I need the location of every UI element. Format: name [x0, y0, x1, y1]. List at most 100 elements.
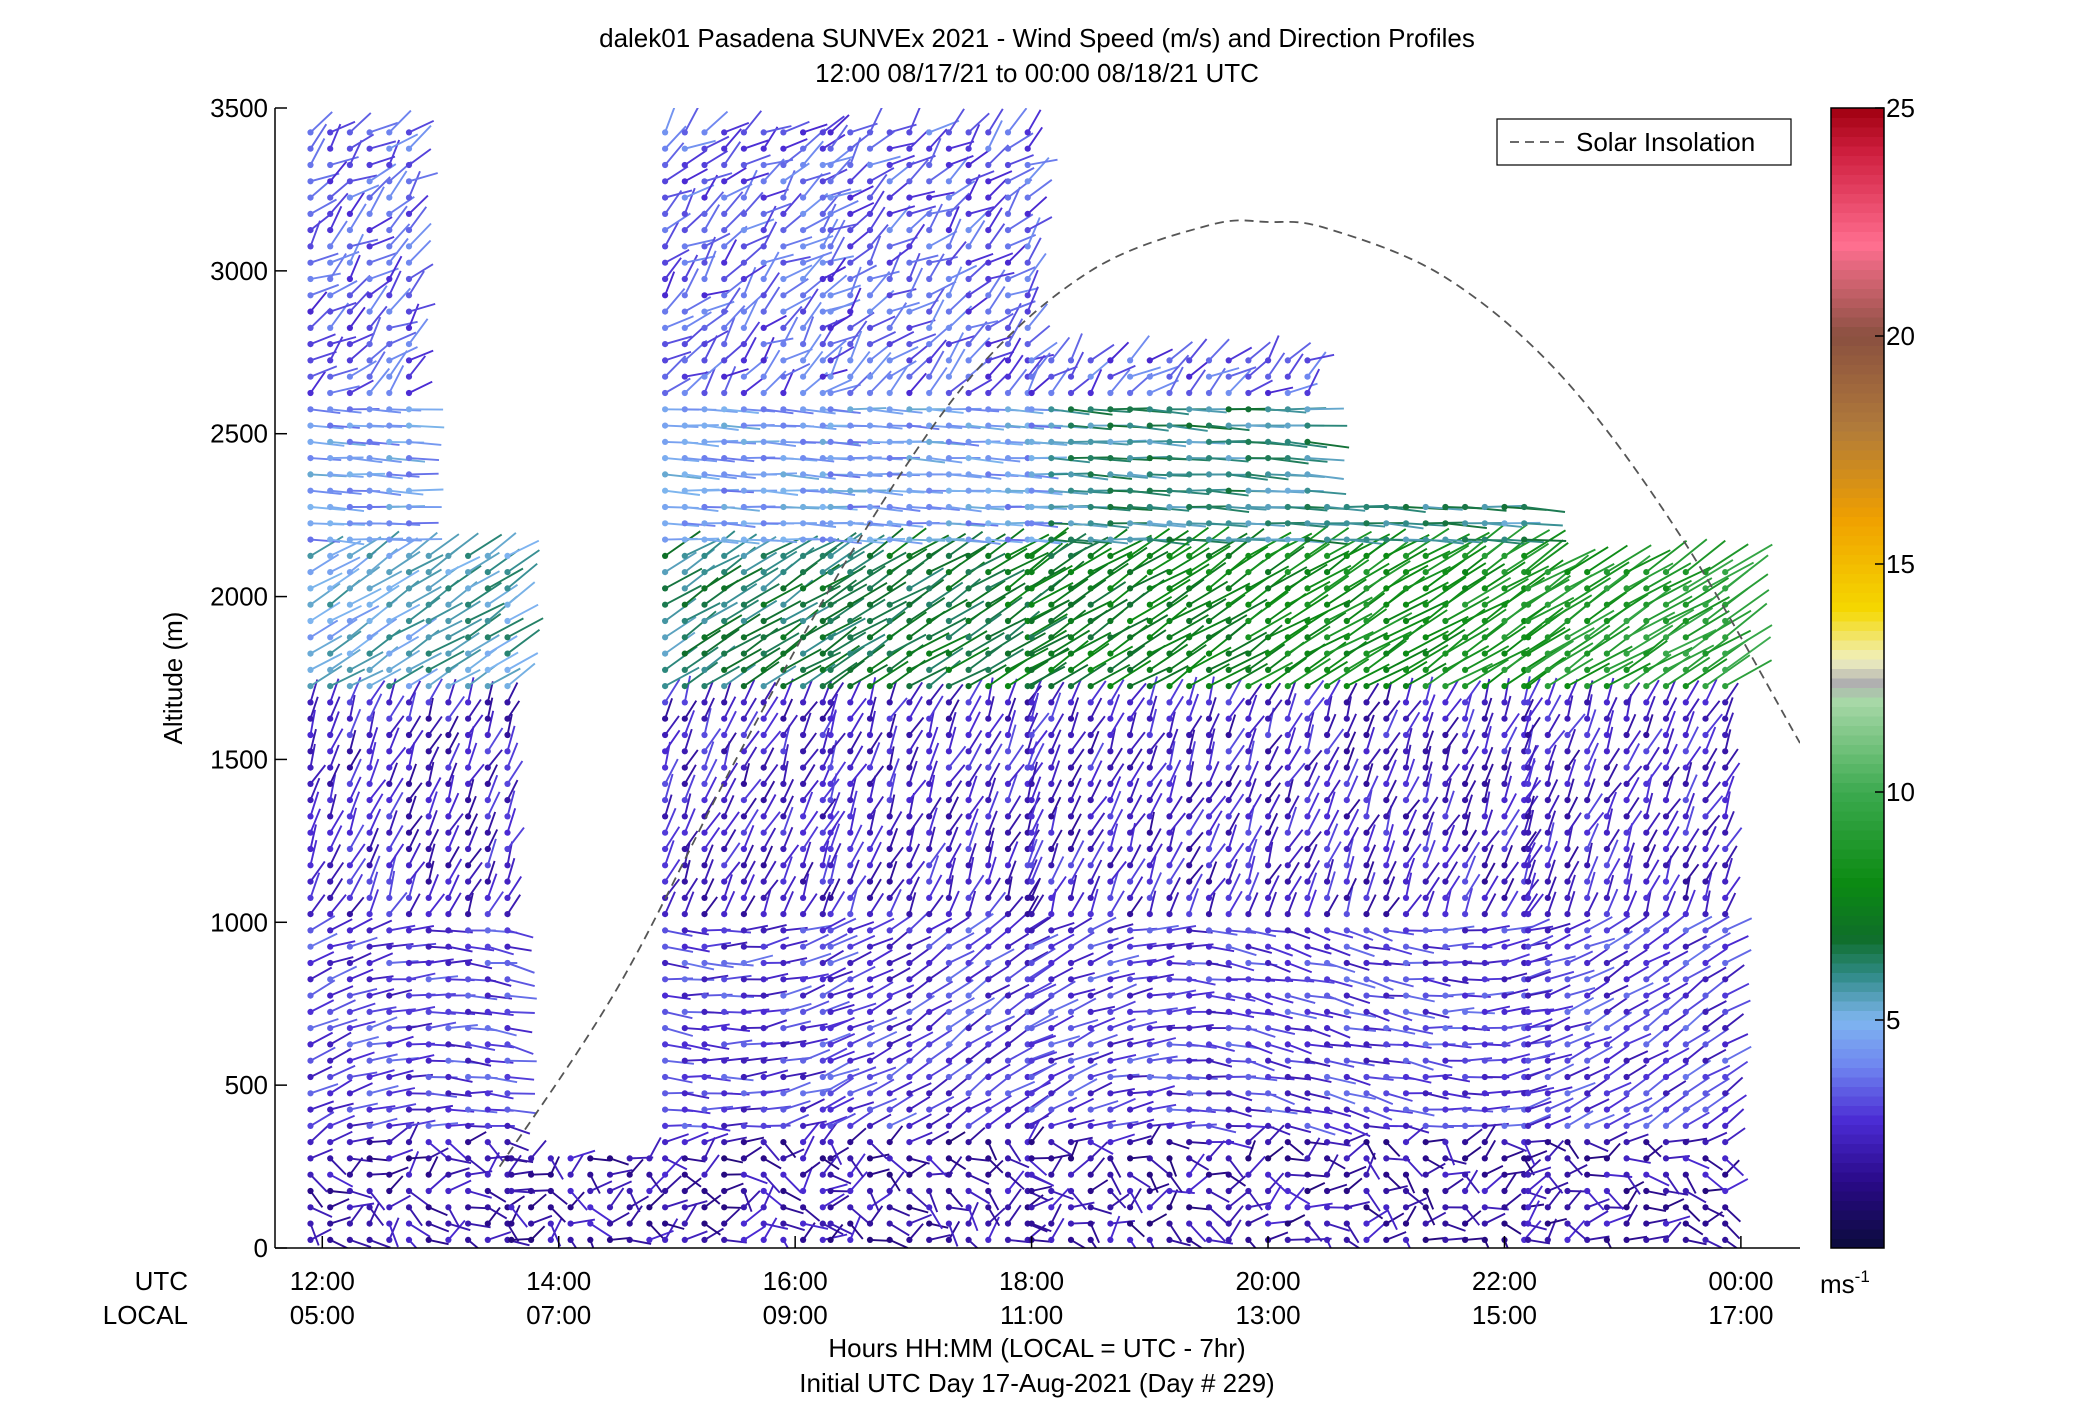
wind-barb-shaft	[467, 698, 482, 720]
wind-barb-point	[445, 927, 452, 934]
wind-barb-shaft	[968, 1109, 993, 1127]
wind-barb-point	[1166, 748, 1173, 755]
wind-barb-point	[819, 1139, 826, 1146]
wind-barb-point	[926, 1171, 933, 1178]
wind-barb-shaft	[763, 538, 798, 544]
wind-barb-shaft	[428, 1222, 450, 1233]
wind-barb-point	[1146, 731, 1153, 739]
wind-barb-shaft	[1050, 796, 1062, 817]
wind-barb-point	[366, 731, 373, 739]
wind-barb-point	[681, 341, 688, 348]
wind-barb-shaft	[665, 1091, 694, 1095]
wind-barb-point	[827, 829, 834, 836]
chart-subtitle: 12:00 08/17/21 to 00:00 08/18/21 UTC	[815, 58, 1259, 88]
wind-barb-point	[1028, 1122, 1035, 1129]
wind-barb-point	[1067, 780, 1075, 788]
wind-barb-shaft	[349, 1136, 374, 1144]
wind-barb-point	[1028, 683, 1035, 690]
wind-barb-point	[866, 617, 874, 625]
wind-barb-shaft	[570, 1149, 596, 1160]
wind-barb-point	[965, 1106, 972, 1113]
wind-barb-point	[866, 650, 874, 657]
wind-barb-point	[386, 1025, 393, 1032]
wind-barb-point	[800, 178, 807, 185]
wind-barb-shaft	[368, 693, 383, 720]
wind-barb-shaft	[648, 1174, 663, 1194]
wind-barb-point	[701, 161, 708, 169]
wind-barb-shaft	[448, 1157, 472, 1165]
wind-barb-shaft	[388, 346, 418, 362]
wind-barb-point	[1107, 829, 1114, 836]
wind-barb-point	[965, 927, 972, 934]
wind-barb-point	[386, 764, 393, 771]
wind-barb-point	[1166, 797, 1173, 804]
wind-barb-point	[760, 1057, 767, 1064]
wind-barb-shaft	[1031, 1051, 1058, 1062]
wind-barb-point	[1028, 634, 1035, 641]
wind-barb-point	[1127, 569, 1134, 576]
wind-barb-shaft	[802, 810, 819, 834]
wind-barb-shaft	[928, 796, 942, 817]
wind-barb-shaft	[908, 696, 923, 720]
wind-barb-point	[1004, 617, 1012, 625]
wind-barb-shaft	[1050, 532, 1087, 557]
wind-barb-point	[327, 1187, 334, 1195]
wind-barb-point	[1087, 634, 1094, 641]
wind-barb-shaft	[987, 269, 1006, 296]
wind-barb-shaft	[948, 180, 976, 199]
wind-barb-point	[1166, 389, 1173, 397]
wind-barb-point	[626, 1155, 633, 1162]
wind-barb-point	[346, 992, 353, 999]
wind-barb-shaft	[869, 765, 885, 785]
wind-barb-point	[965, 959, 972, 967]
wind-barb-point	[945, 1041, 953, 1048]
wind-barb-point	[484, 894, 491, 902]
wind-barb-point	[800, 1139, 807, 1146]
wind-barb-point	[819, 959, 826, 967]
wind-barb-point	[1107, 601, 1114, 608]
wind-barb-point	[866, 389, 874, 397]
wind-barb-shaft	[683, 793, 692, 817]
wind-barb-point	[405, 536, 413, 543]
wind-barb-point	[386, 650, 393, 657]
wind-barb-point	[346, 748, 353, 755]
wind-barb-shaft	[704, 1023, 730, 1030]
wind-barb-point	[465, 1220, 472, 1227]
wind-barb-point	[405, 161, 413, 169]
wind-barb-point	[780, 731, 787, 739]
wind-barb-point	[985, 552, 992, 560]
wind-barb-point	[965, 292, 972, 299]
wind-barb-shaft	[782, 724, 791, 752]
wind-barb-point	[405, 634, 413, 641]
wind-barb-point	[1004, 992, 1012, 999]
wind-barb-shaft	[909, 489, 944, 494]
wind-barb-point	[1146, 748, 1153, 755]
wind-barb-shaft	[1007, 860, 1017, 882]
wind-barb-shaft	[782, 806, 794, 834]
wind-barb-point	[405, 976, 413, 983]
wind-barb-point	[701, 829, 708, 836]
wind-barb-point	[405, 520, 413, 527]
wind-barb-point	[327, 911, 334, 918]
wind-barb-shaft	[629, 1238, 652, 1245]
wind-barb-shaft	[829, 891, 846, 915]
wind-barb-shaft	[822, 274, 848, 297]
wind-barb-point	[819, 1122, 826, 1129]
wind-barb-shaft	[507, 617, 544, 639]
wind-barb-shaft	[349, 379, 374, 394]
wind-barb-point	[405, 487, 413, 494]
wind-barb-shaft	[743, 376, 766, 394]
wind-barb-point	[985, 1155, 992, 1162]
wind-barb-point	[425, 992, 432, 999]
wind-barb-point	[366, 911, 373, 918]
wind-barb-shaft	[506, 742, 519, 768]
wind-barb-shaft	[822, 979, 848, 997]
wind-barb-point	[662, 715, 669, 722]
wind-barb-point	[827, 308, 834, 315]
wind-barb-point	[985, 243, 992, 250]
wind-barb-point	[681, 666, 688, 674]
wind-barb-shaft	[782, 891, 794, 915]
wind-barb-point	[307, 731, 314, 739]
wind-barb-point	[1127, 1073, 1134, 1081]
wind-barb-shaft	[1031, 1197, 1054, 1209]
